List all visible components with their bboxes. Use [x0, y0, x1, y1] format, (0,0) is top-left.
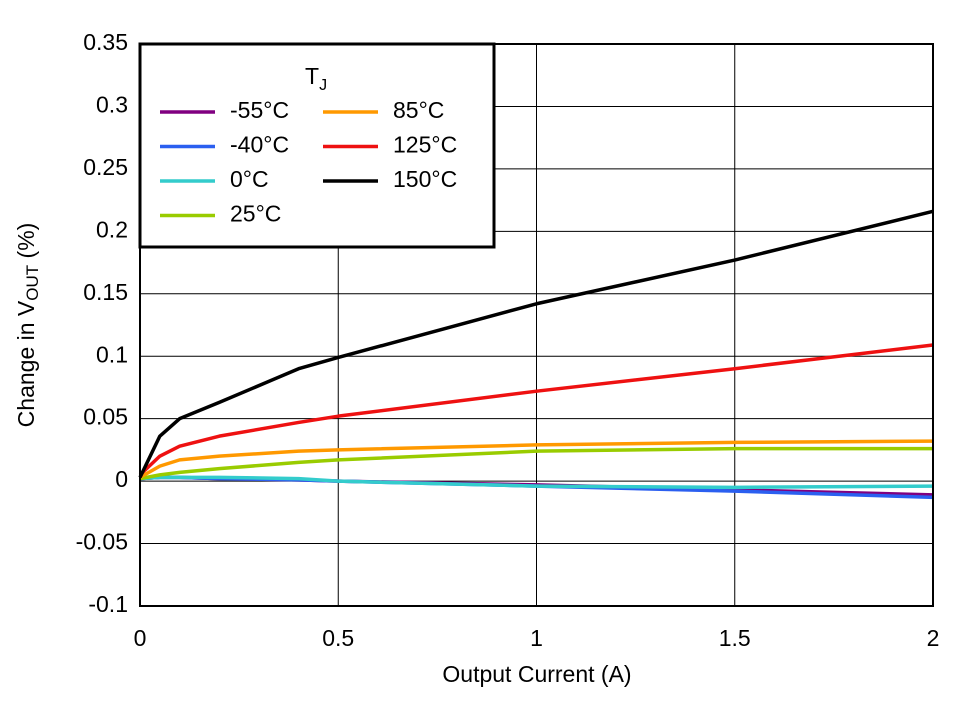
series-line — [139, 439, 934, 479]
y-tick-label: 0.05 — [83, 404, 128, 430]
series-line — [139, 446, 933, 481]
legend: TJ -55°C -40°C 0°C 25°C 85°C 125°C 150°C — [138, 42, 496, 249]
series-line — [138, 209, 934, 479]
y-tick-label: -0.1 — [88, 591, 128, 617]
y-axis-label: Change in VOUT (%) — [13, 223, 42, 428]
legend-label: 25°C — [230, 201, 281, 227]
legend-label: -55°C — [230, 97, 289, 123]
legend-label: -40°C — [230, 132, 289, 158]
legend-label: 0°C — [230, 166, 269, 192]
y-tick-label: 0.3 — [96, 92, 128, 118]
x-tick-label: 1.5 — [719, 625, 751, 651]
x-tick-label: 1 — [530, 625, 543, 651]
y-tick-label: 0.15 — [83, 279, 128, 305]
y-label-tail: (%) — [13, 223, 39, 265]
legend-label: 125°C — [393, 132, 457, 158]
x-axis-label: Output Current (A) — [442, 661, 631, 687]
y-label-main: Change in V — [13, 300, 39, 427]
y-label-sub: OUT — [23, 265, 42, 301]
y-tick-label: 0.35 — [83, 29, 128, 55]
y-tick-label: 0.25 — [83, 154, 128, 180]
legend-title-main: T — [305, 63, 319, 89]
legend-title-sub: J — [319, 77, 327, 94]
series-line — [139, 475, 934, 490]
y-tick-label: 0.1 — [96, 341, 128, 367]
x-tick-label: 0 — [134, 625, 147, 651]
legend-label: 85°C — [393, 97, 444, 123]
x-tick-label: 0.5 — [322, 625, 354, 651]
x-tick-label: 2 — [927, 625, 940, 651]
plot-frame — [139, 43, 934, 607]
legend-title: TJ — [305, 63, 327, 94]
series-line — [138, 343, 934, 477]
y-tick-label: -0.05 — [76, 529, 128, 555]
legend-label: 150°C — [393, 166, 457, 192]
y-tick-label: 0 — [115, 466, 128, 492]
y-tick-label: 0.2 — [96, 216, 128, 242]
